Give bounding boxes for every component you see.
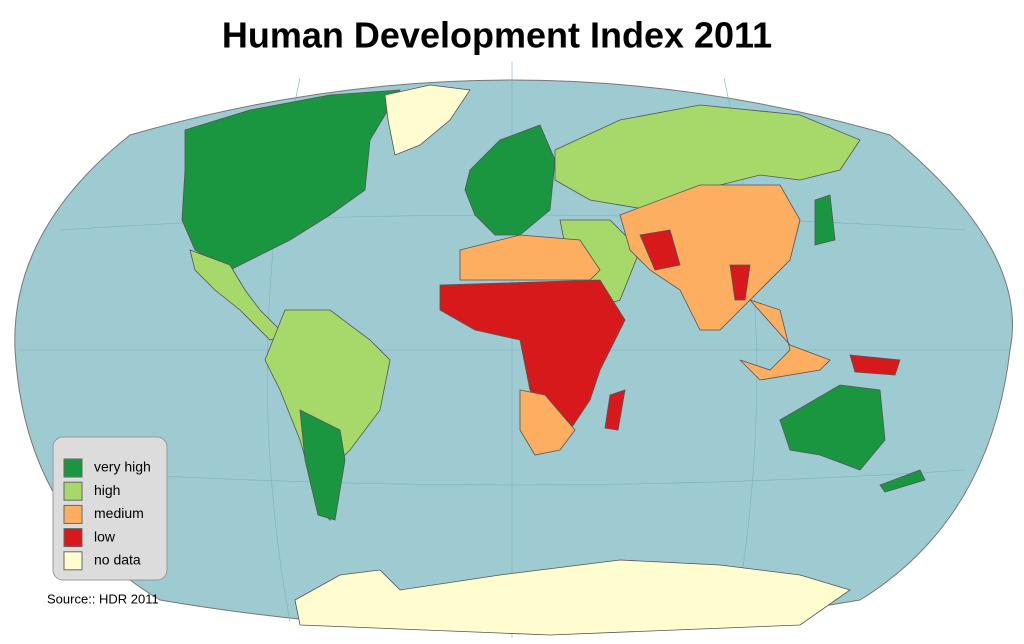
pakistan-region (639, 229, 681, 271)
north-asia (554, 104, 861, 211)
legend-label: medium (94, 505, 144, 521)
greenland (384, 84, 471, 156)
legend-label: high (94, 482, 120, 498)
legend-label: very high (94, 459, 151, 475)
southern-africa (519, 389, 576, 456)
source-note: Source:: HDR 2011 (47, 591, 159, 606)
madagascar (604, 389, 626, 431)
south-east-asia-mainland (619, 184, 801, 331)
north-africa (459, 234, 601, 281)
legend-swatch (63, 528, 83, 548)
new-zealand (879, 469, 926, 493)
japan (814, 194, 836, 246)
map-title: Human Development Index 2011 (222, 15, 772, 56)
legend-swatch (63, 458, 83, 478)
legend: very high high medium low no data (63, 458, 151, 571)
indonesia (739, 299, 831, 381)
legend-swatch (63, 481, 83, 501)
papua (849, 354, 901, 376)
legend-label: no data (94, 552, 141, 568)
legend-swatch (63, 504, 83, 524)
australia (779, 384, 886, 471)
land (181, 84, 926, 636)
europe (464, 124, 556, 236)
legend-swatch (63, 551, 83, 571)
burma-region (729, 264, 751, 301)
legend-label: low (94, 528, 116, 544)
antarctica (294, 559, 851, 636)
southern-cone (299, 409, 346, 521)
north-america (181, 89, 401, 271)
